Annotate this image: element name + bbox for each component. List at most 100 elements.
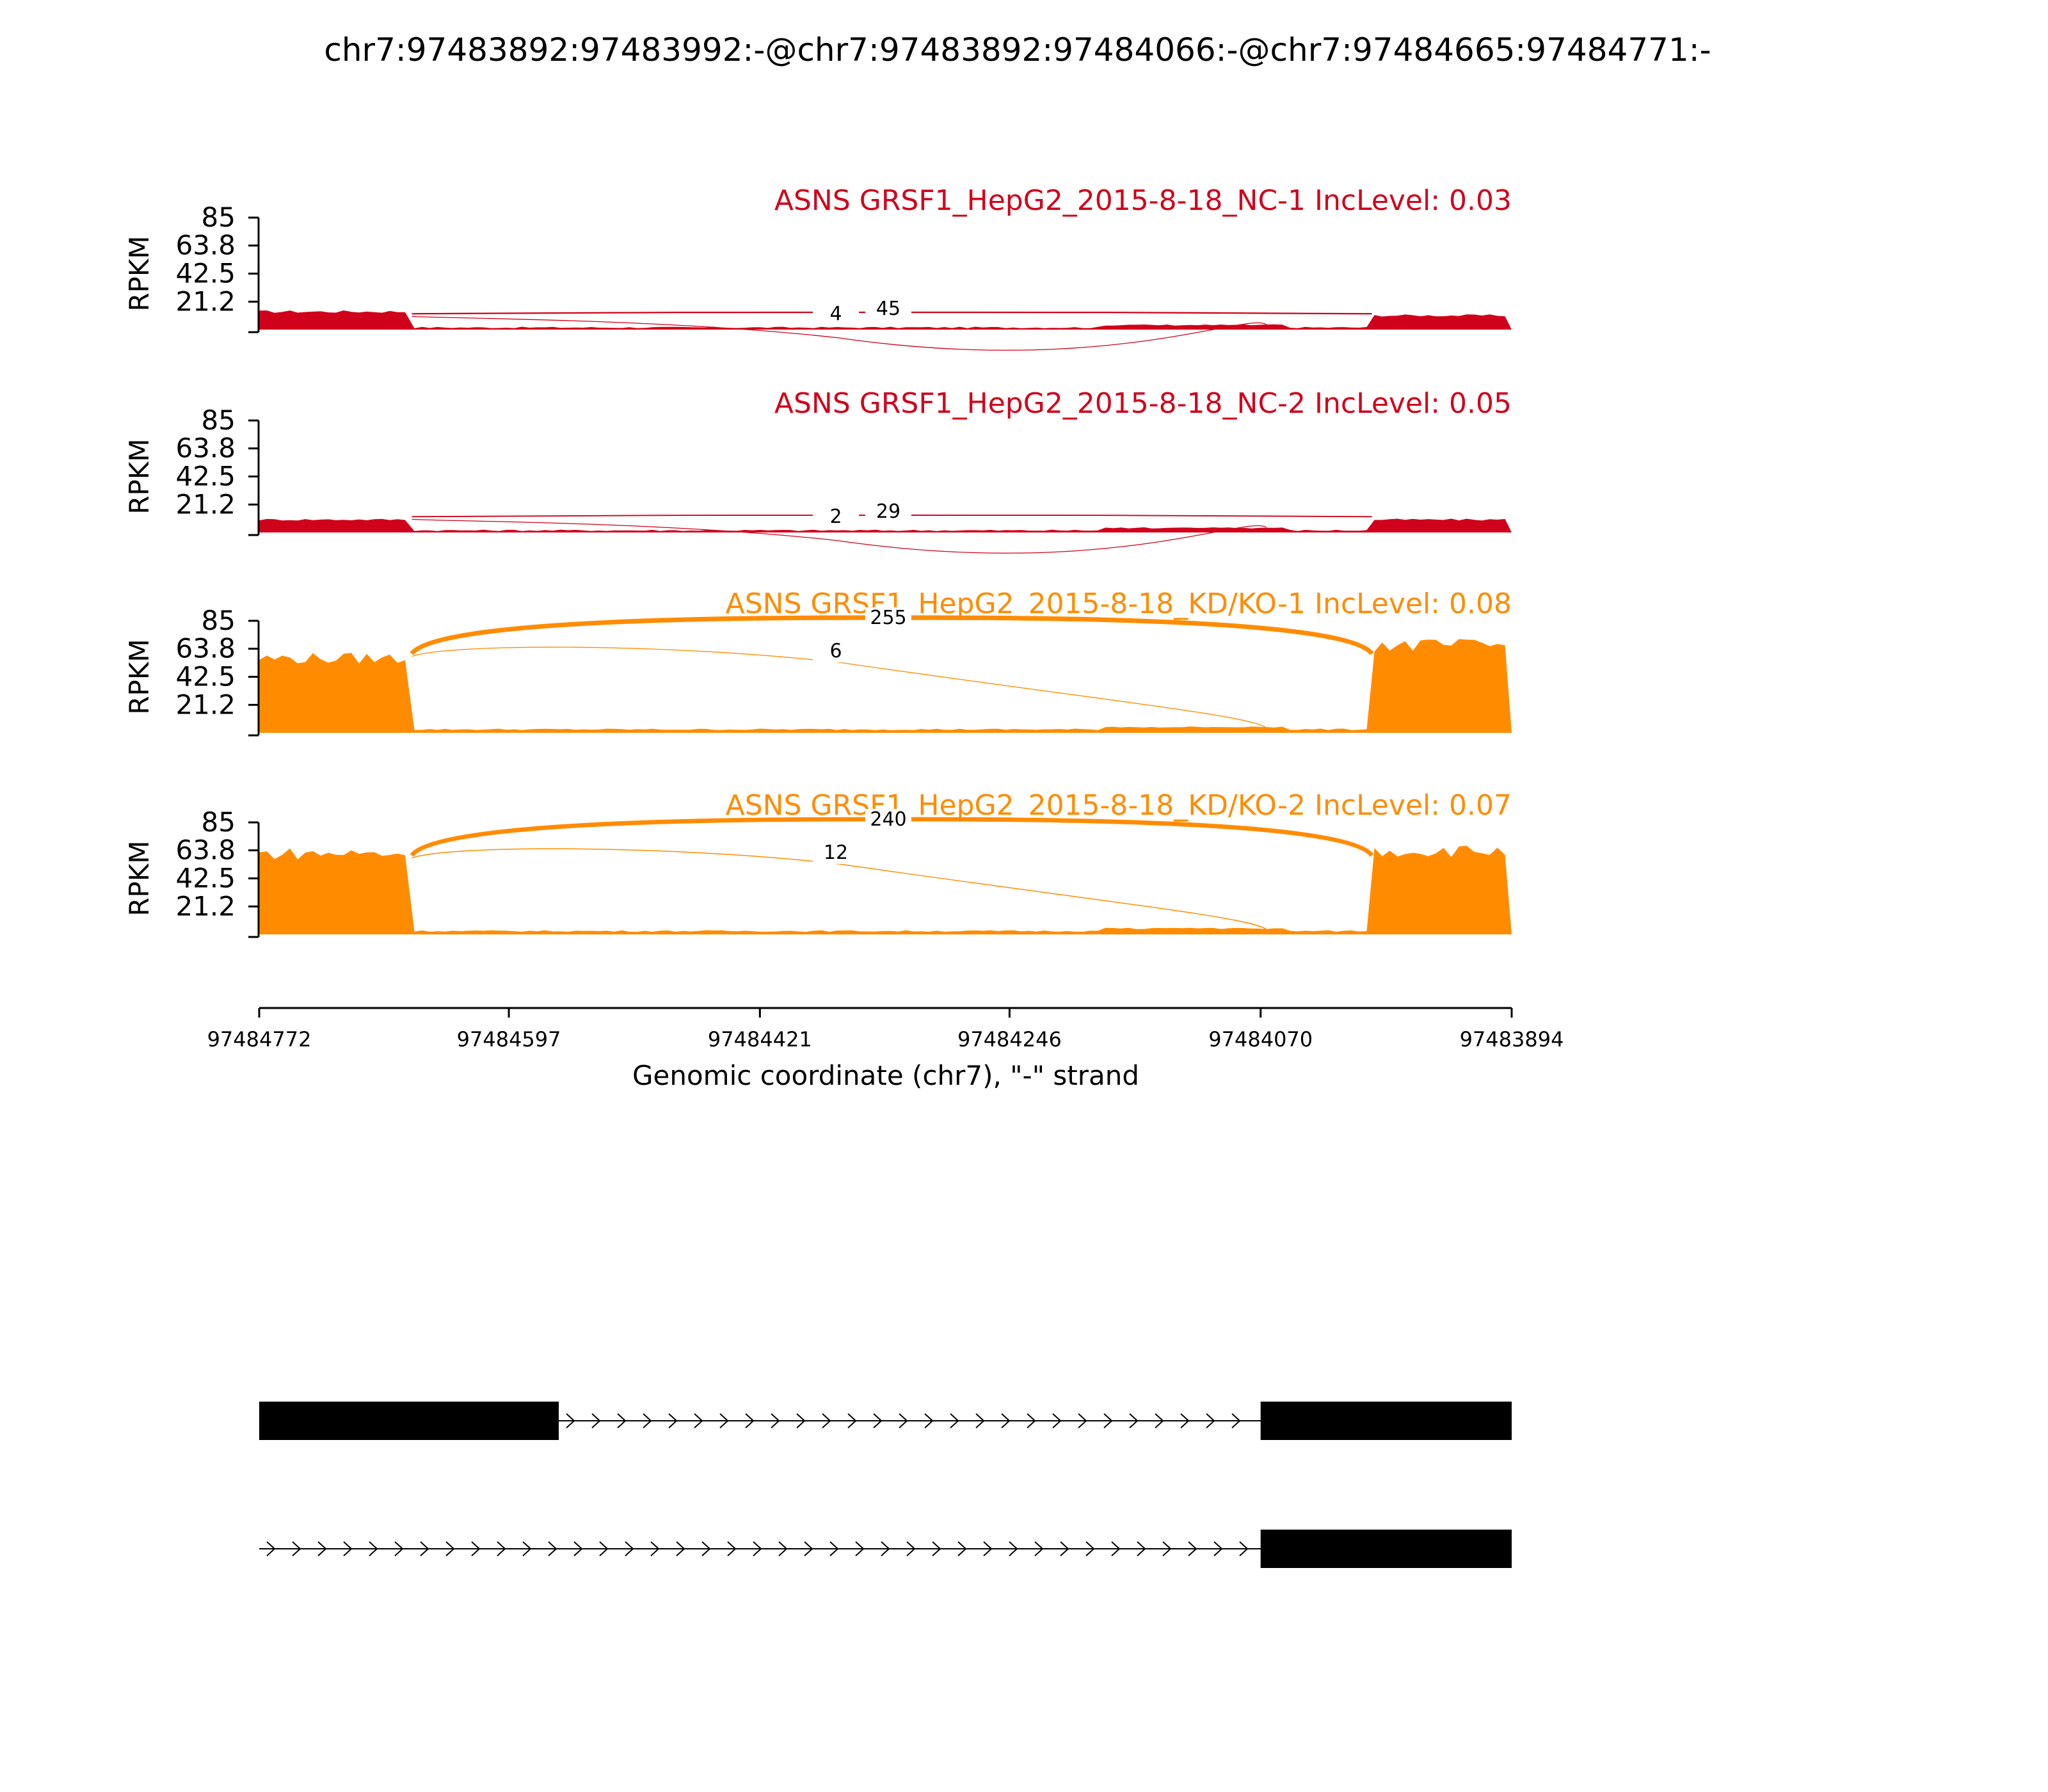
x-tick-label: 97484597 bbox=[457, 1027, 561, 1052]
strand-chevron bbox=[899, 1413, 908, 1428]
strand-chevron bbox=[957, 1541, 967, 1556]
strand-chevron bbox=[701, 1541, 711, 1556]
transcript-2 bbox=[259, 1530, 1512, 1568]
strand-chevron bbox=[643, 1413, 652, 1428]
junction-label-bg bbox=[813, 303, 859, 325]
coverage-area bbox=[259, 518, 1512, 532]
strand-chevron bbox=[668, 1413, 678, 1428]
strand-chevron bbox=[625, 1541, 634, 1556]
transcript-models bbox=[259, 1402, 1512, 1568]
strand-chevron bbox=[1213, 1541, 1223, 1556]
junction-label: 45 bbox=[876, 298, 900, 320]
y-tick-label: 85 bbox=[202, 806, 236, 838]
strand-chevron bbox=[591, 1413, 601, 1428]
junction-label: 6 bbox=[829, 640, 842, 662]
junction-label-bg bbox=[813, 506, 859, 528]
strand-chevron bbox=[573, 1541, 583, 1556]
y-axis-label: RPKM bbox=[124, 840, 155, 916]
strand-chevron bbox=[497, 1541, 506, 1556]
strand-chevron bbox=[771, 1413, 780, 1428]
y-tick-label: 21.2 bbox=[175, 285, 236, 317]
junction-label-bg bbox=[865, 501, 911, 523]
track-label: ASNS GRSF1_HepG2_2015-8-18_KD/KO-2 IncLe… bbox=[726, 789, 1512, 822]
y-tick-label: 42.5 bbox=[175, 258, 236, 289]
strand-chevron bbox=[1009, 1541, 1018, 1556]
y-tick-label: 63.8 bbox=[175, 835, 236, 866]
track-label: ASNS GRSF1_HepG2_2015-8-18_KD/KO-1 IncLe… bbox=[726, 588, 1512, 620]
strand-chevron bbox=[745, 1413, 755, 1428]
strand-chevron bbox=[266, 1541, 276, 1556]
y-tick-label: 42.5 bbox=[175, 661, 236, 692]
strand-chevron bbox=[317, 1541, 327, 1556]
strand-chevron bbox=[719, 1413, 729, 1428]
strand-chevron bbox=[1129, 1413, 1139, 1428]
x-tick-label: 97484070 bbox=[1208, 1027, 1313, 1052]
junction-label: 4 bbox=[829, 303, 842, 325]
chart-title: chr7:97483892:97483992:-@chr7:97483892:9… bbox=[324, 31, 1711, 68]
strand-chevron bbox=[855, 1541, 865, 1556]
junction-arc bbox=[412, 316, 1267, 351]
coverage-area bbox=[259, 310, 1512, 330]
y-axis-label: RPKM bbox=[124, 639, 155, 714]
strand-chevron bbox=[650, 1541, 660, 1556]
exon-block bbox=[259, 1402, 559, 1440]
junction-label-bg bbox=[813, 641, 859, 662]
strand-chevron bbox=[804, 1541, 813, 1556]
strand-chevron bbox=[1162, 1541, 1172, 1556]
strand-chevron bbox=[1111, 1541, 1121, 1556]
exon-block bbox=[1260, 1530, 1512, 1568]
strand-chevron bbox=[1231, 1413, 1241, 1428]
y-tick-label: 42.5 bbox=[175, 461, 236, 492]
junction-label-bg bbox=[865, 607, 911, 629]
coverage-area bbox=[259, 845, 1512, 934]
x-tick-label: 97483894 bbox=[1460, 1027, 1564, 1052]
strand-chevron bbox=[932, 1541, 941, 1556]
strand-chevron bbox=[983, 1541, 993, 1556]
strand-chevron bbox=[676, 1541, 685, 1556]
strand-chevron bbox=[924, 1413, 934, 1428]
strand-chevron bbox=[420, 1541, 429, 1556]
track-label: ASNS GRSF1_HepG2_2015-8-18_NC-2 IncLevel… bbox=[774, 387, 1512, 420]
strand-chevron bbox=[1027, 1413, 1036, 1428]
junction-label-bg bbox=[865, 298, 911, 320]
y-tick-label: 63.8 bbox=[175, 230, 236, 261]
strand-chevron bbox=[343, 1541, 353, 1556]
junction-label: 255 bbox=[870, 607, 906, 629]
transcript-1 bbox=[259, 1402, 1512, 1440]
strand-chevron bbox=[369, 1541, 378, 1556]
y-tick-label: 85 bbox=[202, 202, 236, 233]
strand-chevron bbox=[753, 1541, 762, 1556]
strand-chevron bbox=[1180, 1413, 1190, 1428]
y-tick-label: 21.2 bbox=[175, 689, 236, 720]
strand-chevron bbox=[617, 1413, 627, 1428]
strand-chevron bbox=[694, 1413, 703, 1428]
strand-chevron bbox=[847, 1413, 857, 1428]
strand-chevron bbox=[881, 1541, 890, 1556]
coverage-area bbox=[259, 639, 1512, 733]
strand-chevron bbox=[1034, 1541, 1044, 1556]
junction-label: 2 bbox=[829, 506, 842, 528]
strand-chevron bbox=[822, 1413, 831, 1428]
x-axis: 97484772 97484597 97484421 97484246 97484070… bbox=[207, 1007, 1564, 1052]
strand-chevron bbox=[445, 1541, 455, 1556]
x-tick-label: 97484421 bbox=[708, 1027, 812, 1052]
y-axis-label: RPKM bbox=[124, 236, 155, 311]
y-tick-label: 21.2 bbox=[175, 488, 236, 520]
strand-chevron bbox=[1052, 1413, 1062, 1428]
strand-chevron bbox=[1239, 1541, 1249, 1556]
strand-chevron bbox=[1155, 1413, 1164, 1428]
strand-chevron bbox=[1137, 1541, 1146, 1556]
x-tick-label: 97484246 bbox=[957, 1027, 1062, 1052]
strand-chevron bbox=[1188, 1541, 1197, 1556]
strand-chevron bbox=[796, 1413, 806, 1428]
strand-chevron bbox=[599, 1541, 609, 1556]
exon-block bbox=[1260, 1402, 1512, 1440]
strand-chevron bbox=[778, 1541, 788, 1556]
strand-chevron bbox=[548, 1541, 557, 1556]
